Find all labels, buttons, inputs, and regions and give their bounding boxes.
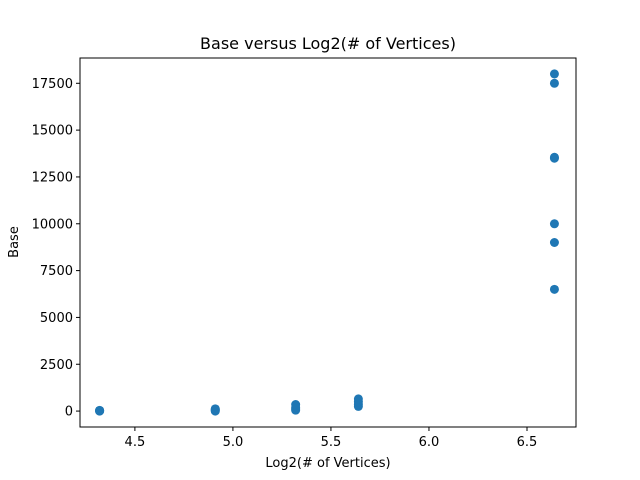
data-point bbox=[549, 219, 559, 229]
y-tick-label: 10000 bbox=[32, 217, 73, 232]
y-tick-label: 5000 bbox=[40, 311, 73, 326]
data-point bbox=[210, 404, 220, 414]
data-points bbox=[95, 69, 559, 416]
data-point bbox=[549, 152, 559, 162]
data-point bbox=[353, 394, 363, 404]
x-tick-label: 6.5 bbox=[517, 435, 538, 450]
data-point bbox=[549, 284, 559, 294]
x-axis-label: Log2(# of Vertices) bbox=[265, 456, 390, 471]
data-point bbox=[549, 69, 559, 79]
y-tick-label: 0 bbox=[65, 405, 73, 420]
y-axis-ticks: 0 2500 5000 7500 10000 12500 15000 17500 bbox=[32, 77, 80, 420]
y-axis-label: Base bbox=[7, 226, 22, 258]
x-tick-label: 6.0 bbox=[419, 435, 440, 450]
y-tick-label: 2500 bbox=[40, 358, 73, 373]
y-tick-label: 12500 bbox=[32, 170, 73, 185]
y-tick-label: 15000 bbox=[32, 124, 73, 139]
data-point bbox=[95, 405, 105, 415]
chart-title: Base versus Log2(# of Vertices) bbox=[200, 34, 456, 53]
x-tick-label: 4.5 bbox=[125, 435, 146, 450]
data-point bbox=[549, 78, 559, 88]
y-tick-label: 17500 bbox=[32, 77, 73, 92]
data-point bbox=[291, 400, 301, 410]
x-axis-ticks: 4.5 5.0 5.5 6.0 6.5 bbox=[125, 427, 538, 450]
x-tick-label: 5.5 bbox=[321, 435, 342, 450]
data-point bbox=[549, 238, 559, 247]
plot-frame bbox=[79, 57, 577, 428]
y-tick-label: 7500 bbox=[40, 264, 73, 279]
x-tick-label: 5.0 bbox=[223, 435, 244, 450]
